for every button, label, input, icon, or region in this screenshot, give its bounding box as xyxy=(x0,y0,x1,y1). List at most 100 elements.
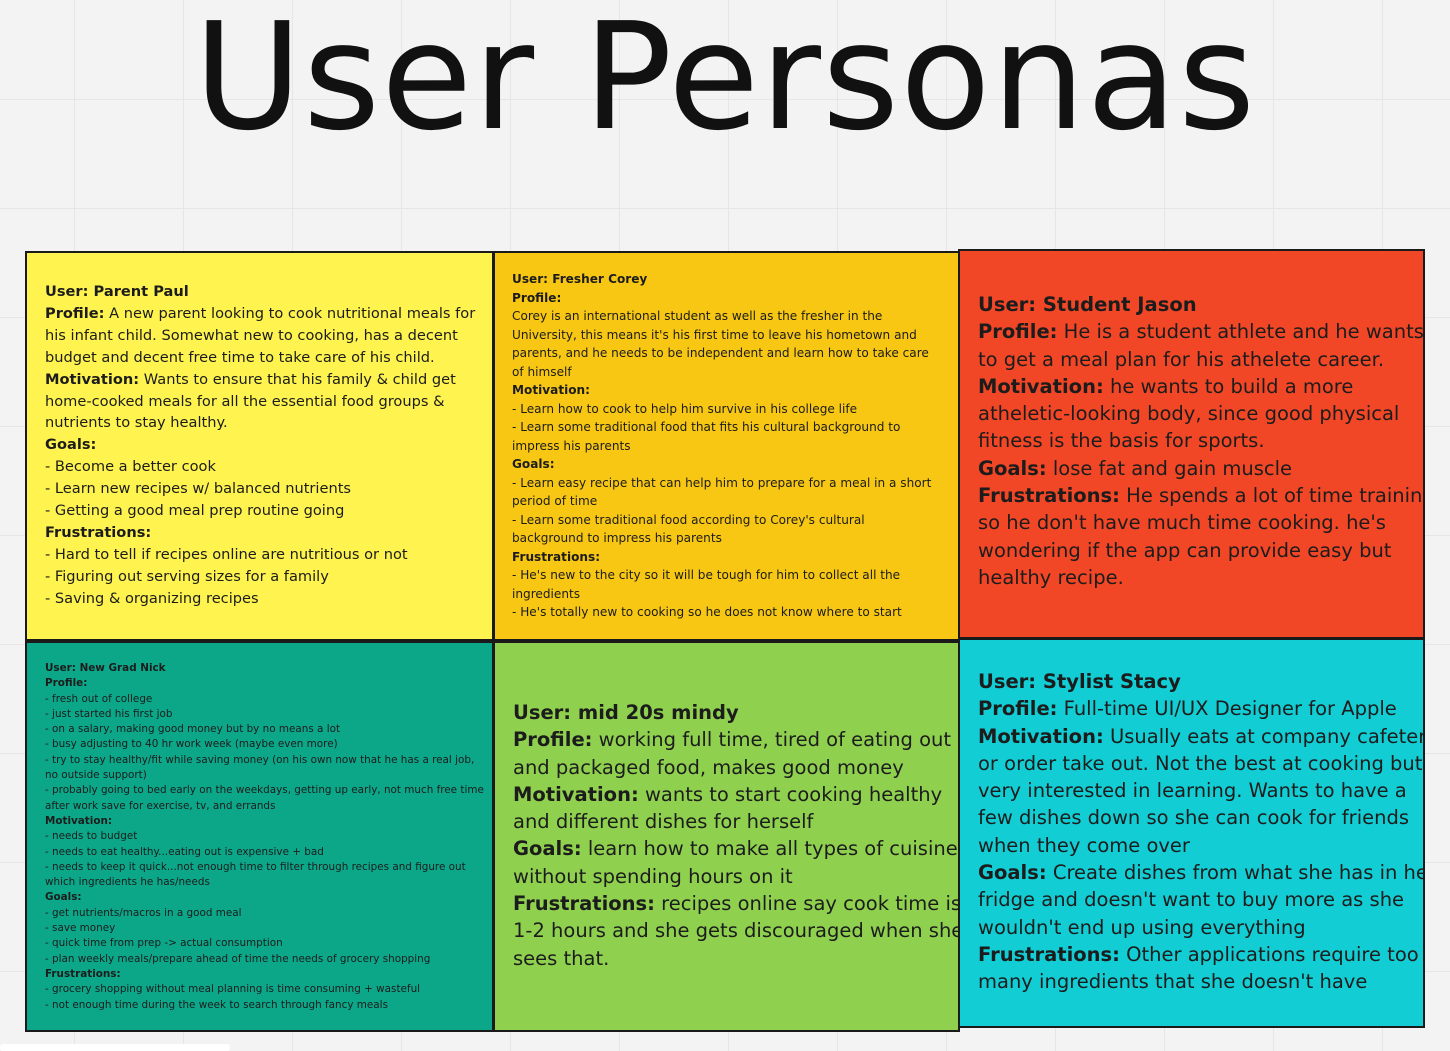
persona-line: or order take out. Not the best at cooki… xyxy=(978,750,1423,777)
persona-line: sees that. xyxy=(513,945,958,972)
persona-line: - He's totally new to cooking so he does… xyxy=(512,603,931,622)
persona-field-label: Frustrations: xyxy=(45,523,152,541)
persona-line: budget and decent free time to take care… xyxy=(45,347,475,369)
persona-card-fresher-corey[interactable]: User: Fresher Corey Profile: Corey is an i… xyxy=(493,251,960,641)
persona-field-text: recipes online say cook time is xyxy=(654,892,960,916)
persona-line: many ingredients that she doesn't have xyxy=(978,968,1423,995)
persona-text: User: Stylist Stacy Profile: Full-time UI… xyxy=(978,668,1425,996)
persona-line: so he don't have much time cooking. he's xyxy=(978,509,1423,536)
persona-line: Profile: working full time, tired of eat… xyxy=(513,726,958,753)
persona-line: Goals: xyxy=(45,434,475,456)
persona-field-text: and different dishes for herself xyxy=(513,810,814,834)
persona-field-text: of himself xyxy=(512,364,572,379)
persona-card-student-jason[interactable]: User: Student Jason Profile: He is a stud… xyxy=(958,249,1425,639)
persona-field-text: He is a student athlete and he wants xyxy=(1057,320,1424,344)
persona-field-label: Frustrations: xyxy=(513,892,655,916)
persona-field-label: Profile: xyxy=(978,697,1058,721)
persona-field-label: Profile: xyxy=(513,728,593,752)
persona-field-text: - Learn some traditional food according … xyxy=(512,512,865,527)
persona-field-text: so he don't have much time cooking. he's xyxy=(978,511,1386,535)
persona-field-text: and packaged food, makes good money xyxy=(513,755,904,779)
persona-field-label: User: Student Jason xyxy=(978,293,1197,316)
persona-line: Frustrations: recipes online say cook ti… xyxy=(513,890,960,917)
persona-line: no outside support) xyxy=(45,768,484,783)
persona-field-label: Motivation: xyxy=(978,374,1104,398)
persona-line: parents, and he needs to be independent … xyxy=(512,344,931,363)
persona-field-text: Create dishes from what she has in her xyxy=(1046,861,1425,885)
persona-card-new-grad-nick[interactable]: User: New Grad Nick Profile: - fresh out o… xyxy=(25,641,494,1032)
persona-field-text: - Become a better cook xyxy=(45,458,216,476)
persona-field-text: wondering if the app can provide easy bu… xyxy=(978,538,1392,562)
persona-field-label: Frustrations: xyxy=(45,967,121,980)
persona-line: Goals: Create dishes from what she has i… xyxy=(978,859,1425,886)
persona-line: - Learn how to cook to help him survive … xyxy=(512,400,931,419)
persona-line: - try to stay healthy/fit while saving m… xyxy=(45,753,484,768)
persona-field-label: Goals: xyxy=(978,456,1047,480)
persona-field-text: - needs to eat healthy...eating out is e… xyxy=(45,845,324,858)
persona-field-label: Motivation: xyxy=(512,383,590,397)
persona-line: and packaged food, makes good money xyxy=(513,754,958,781)
persona-line: - needs to eat healthy...eating out is e… xyxy=(45,845,484,860)
persona-field-label: User: Stylist Stacy xyxy=(978,670,1181,693)
persona-field-text: Wants to ensure that his family & child … xyxy=(139,370,456,388)
persona-field-text: - Figuring out serving sizes for a famil… xyxy=(45,567,329,585)
persona-line: Frustrations: Other applications require… xyxy=(978,941,1423,968)
persona-line: which ingredients he has/needs xyxy=(45,875,484,890)
persona-line: fitness is the basis for sports. xyxy=(978,427,1423,454)
persona-line: Motivation: Usually eats at company cafe… xyxy=(978,723,1425,750)
persona-field-text: impress his parents xyxy=(512,438,631,453)
persona-line: - He's new to the city so it will be tou… xyxy=(512,566,931,585)
persona-line: - quick time from prep -> actual consump… xyxy=(45,936,484,951)
persona-card-parent-paul[interactable]: User: Parent Paul Profile: A new parent l… xyxy=(25,251,494,641)
persona-field-text: period of time xyxy=(512,494,598,508)
persona-line: nutrients to stay healthy. xyxy=(45,412,475,434)
persona-line: impress his parents xyxy=(512,437,931,456)
persona-field-text: ingredients xyxy=(512,586,581,601)
persona-field-text: - Hard to tell if recipes online are nut… xyxy=(45,545,408,563)
persona-field-text: very interested in learning. Wants to ha… xyxy=(978,779,1407,803)
persona-line: when they come over xyxy=(978,832,1423,859)
persona-field-text: sees that. xyxy=(513,946,610,970)
persona-field-text: which ingredients he has/needs xyxy=(45,876,210,889)
persona-field-text: healthy recipe. xyxy=(978,565,1124,589)
persona-line: Motivation: xyxy=(512,381,931,400)
persona-field-text: - grocery shopping without meal planning… xyxy=(45,983,421,996)
persona-field-text: Corey is an international student as wel… xyxy=(512,309,883,323)
persona-line: without spending hours on it xyxy=(513,863,958,890)
persona-field-text: - Learn some traditional food that fits … xyxy=(512,420,901,434)
persona-field-label: User: Parent Paul xyxy=(45,283,189,300)
persona-field-label: Frustrations: xyxy=(512,549,601,564)
persona-card-mid-20s-mindy[interactable]: User: mid 20s mindy Profile: working full… xyxy=(493,641,960,1032)
persona-line: healthy recipe. xyxy=(978,564,1423,591)
persona-field-text: - He's new to the city so it will be tou… xyxy=(512,568,901,582)
persona-field-label: User: Fresher Corey xyxy=(512,272,648,286)
persona-field-text: after work save for exercise, tv, and er… xyxy=(45,799,276,812)
persona-field-text: Usually eats at company cafeteria xyxy=(1103,724,1425,748)
persona-field-label: Frustrations: xyxy=(978,484,1120,508)
persona-field-text: his infant child. Somewhat new to cookin… xyxy=(45,326,458,344)
persona-line: - Saving & organizing recipes xyxy=(45,588,475,610)
persona-card-stylist-stacy[interactable]: User: Stylist Stacy Profile: Full-time UI… xyxy=(958,638,1425,1028)
persona-line: - Figuring out serving sizes for a famil… xyxy=(45,566,475,588)
persona-field-text: - plan weekly meals/prepare ahead of tim… xyxy=(45,952,431,965)
persona-line: home-cooked meals for all the essential … xyxy=(45,391,475,413)
persona-line: - Learn some traditional food according … xyxy=(512,511,931,530)
persona-text: User: Student Jason Profile: He is a stud… xyxy=(978,291,1425,591)
persona-line: Profile: He is a student athlete and he … xyxy=(978,318,1424,345)
persona-field-text: He spends a lot of time training, xyxy=(1119,484,1425,508)
persona-line: User: Stylist Stacy xyxy=(978,668,1423,695)
persona-field-text: - Learn new recipes w/ balanced nutrient… xyxy=(45,480,352,498)
persona-field-text: - Learn how to cook to help him survive … xyxy=(512,401,858,416)
persona-line: Frustrations: He spends a lot of time tr… xyxy=(978,482,1425,509)
persona-line: - Learn easy recipe that can help him to… xyxy=(512,474,931,493)
persona-line: - Getting a good meal prep routine going xyxy=(45,500,475,522)
page-title: User Personas xyxy=(193,0,1257,163)
persona-line: Frustrations: xyxy=(512,548,931,567)
persona-field-text: - quick time from prep -> actual consump… xyxy=(45,937,283,950)
persona-field-label: User: mid 20s mindy xyxy=(513,701,739,724)
persona-line: wouldn't end up using everything xyxy=(978,914,1423,941)
persona-field-label: Motivation: xyxy=(513,782,639,806)
persona-line: - fresh out of college xyxy=(45,692,484,707)
persona-line: Corey is an international student as wel… xyxy=(512,307,931,326)
persona-line: Frustrations: xyxy=(45,967,484,982)
